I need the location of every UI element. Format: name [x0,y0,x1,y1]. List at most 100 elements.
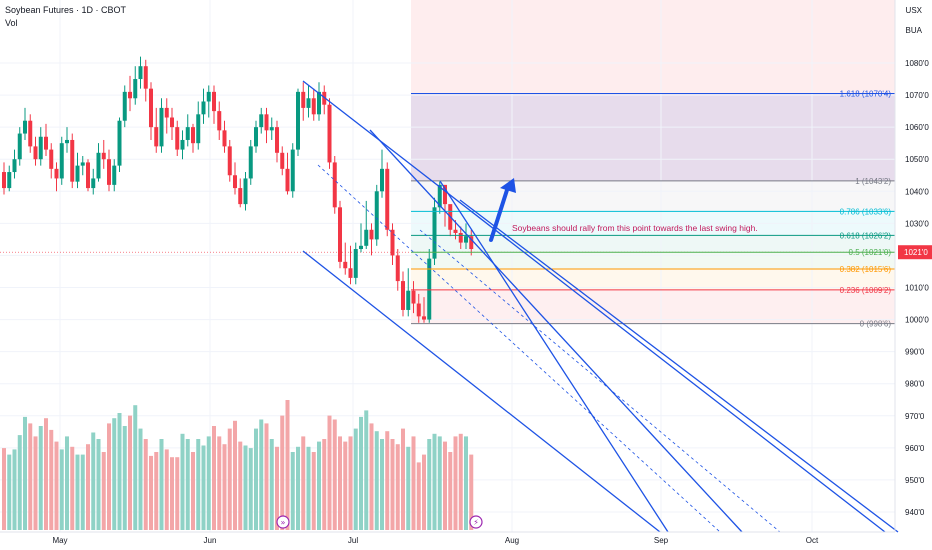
volume-bar [238,441,243,530]
channel-midline [317,164,721,533]
volume-bar [327,415,332,530]
volume-bar [185,439,190,530]
fib-zone-236 [411,289,895,324]
candle-body [117,120,122,166]
candle-body [143,66,148,89]
volume-bar [254,428,258,530]
candle-body [359,245,363,250]
candle-body [112,165,117,185]
volume-bar [54,441,59,530]
volume-bar [437,436,442,530]
candle-body [306,98,311,108]
candle-body [275,127,279,153]
candle-body [453,229,458,233]
channel-line [459,199,899,533]
volume-bar [86,444,90,530]
event-marker [469,515,483,529]
volume-label[interactable]: Vol [5,18,18,28]
volume-bar [65,436,69,530]
volume-bar [2,448,6,530]
candle-body [96,152,101,179]
volume-bar [44,418,48,530]
time-tick-label: Jul [348,536,358,545]
volume-bar [343,441,348,530]
fib-zone-618 [411,235,895,253]
candle-body [59,143,64,179]
candle-body [469,236,474,250]
candle-body [248,146,253,179]
volume-bar [138,428,143,530]
candle-body [107,159,111,185]
candle-body [75,165,80,182]
volume-bar [427,439,432,530]
annotation-text: Soybeans should rally from this point to… [512,223,758,233]
volume-bar [264,423,269,530]
price-tick-label: 990'0 [905,348,925,357]
channel-line [369,129,743,533]
candle-body [311,98,316,115]
channel-line [439,180,669,533]
volume-bar [443,441,447,530]
candle-body [17,133,22,160]
volume-bar [411,436,416,530]
rally-arrow [489,188,509,242]
volume-bar [390,439,395,530]
candle-body [154,127,159,147]
candle-body [149,88,153,128]
candle-body [28,120,33,147]
candle-body [201,101,206,115]
volume-bar [317,441,321,530]
candle-body [332,162,337,208]
candle-body [206,91,211,102]
fib-level-label: 1 (1043'2) [855,177,891,186]
candle-body [374,191,379,240]
fib-level-label: 0.236 (1009'2) [840,286,892,295]
candle-body [432,207,437,259]
candle-body [49,149,54,169]
price-tick-label: 950'0 [905,476,925,485]
currency-label[interactable]: USX [905,6,922,15]
volume-bar [269,439,274,530]
volume-bar [38,426,43,530]
volume-bar [395,444,400,530]
candle-body [317,91,321,115]
candle-body [290,149,295,192]
volume-bar [432,433,437,530]
candle-body [406,290,411,310]
fib-level-label: 0.618 (1026'2) [840,231,892,240]
candle-body [464,236,468,243]
volume-bar [296,446,300,530]
fib-zone-extension [411,93,895,181]
volume-bar [206,436,211,530]
fib-level-label: 0 (998'6) [860,320,892,329]
volume-bar [233,420,237,530]
candle-body [233,175,237,189]
volume-bar [380,439,384,530]
price-tick-label: 970'0 [905,412,925,421]
candle-body [264,114,269,131]
volume-bar [212,426,216,530]
volume-bar [191,452,195,530]
volume-bar [101,452,106,530]
volume-bar [170,457,174,530]
candle-body [327,104,332,163]
volume-bar [17,435,22,530]
candle-body [212,91,216,112]
unit-label[interactable]: BUA [905,26,922,35]
candle-body [458,232,463,243]
volume-bar [201,445,206,530]
volume-bar [7,454,12,530]
time-tick-label: May [52,536,67,545]
time-tick-label: Aug [505,536,519,545]
candle-body [427,258,432,320]
price-tick-label: 940'0 [905,508,925,517]
volume-bar [80,454,85,530]
volume-bar [133,405,138,530]
candle-body [254,127,258,147]
candle-body [443,184,447,205]
fib-level-label: 0.5 (1021'0) [849,248,892,257]
volume-bar [301,436,306,530]
symbol-title[interactable]: Soybean Futures · 1D · CBOT [5,5,127,15]
volume-bar [306,446,311,530]
